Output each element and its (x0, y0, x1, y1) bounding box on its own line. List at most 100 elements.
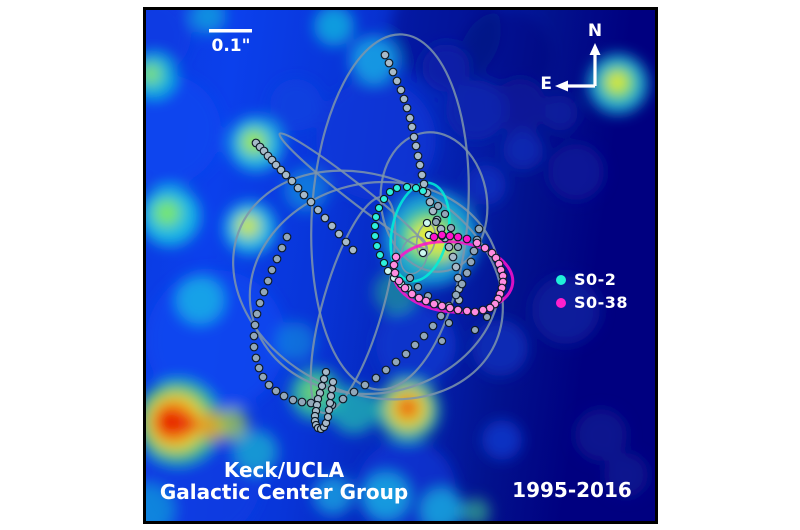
compass-east-label: E (540, 74, 552, 94)
data-point (482, 312, 492, 322)
legend: S0-2 S0-38 (556, 272, 628, 311)
data-point (402, 182, 412, 192)
S0-38-points (429, 230, 472, 244)
data-point (381, 365, 391, 375)
data-point (429, 299, 439, 309)
data-point (474, 224, 484, 234)
data-point (407, 122, 417, 132)
data-point (440, 209, 450, 219)
data-point (410, 340, 420, 350)
data-point (480, 243, 490, 253)
data-point (409, 132, 419, 142)
data-point (453, 273, 463, 283)
data-point (323, 412, 333, 422)
data-point (299, 190, 309, 200)
scale-bar-label: 0.1" (211, 36, 251, 56)
s0-2-legend-dot-icon (556, 275, 566, 285)
heat-blob (461, 10, 551, 100)
heat-blob (494, 79, 546, 131)
data-point (402, 103, 412, 113)
data-point (325, 398, 335, 408)
data-point (436, 311, 446, 321)
data-point (293, 183, 303, 193)
data-point (431, 217, 441, 227)
data-point (413, 151, 423, 161)
data-point (437, 336, 447, 346)
heat-blob (503, 130, 543, 170)
data-point (392, 183, 402, 193)
heat-blob (548, 144, 604, 200)
data-point (334, 229, 344, 239)
data-point (287, 176, 297, 186)
data-point (462, 234, 472, 244)
data-point (419, 179, 429, 189)
data-point (451, 262, 461, 272)
data-point (391, 252, 401, 262)
data-point (370, 231, 380, 241)
compass-north-arrowhead (589, 43, 601, 55)
data-point (249, 342, 259, 352)
data-point (390, 268, 400, 278)
galactic-center-figure: 0.1" N E S0-2 S0-38 Keck/UCLA Galactic C… (143, 7, 658, 524)
data-point (462, 268, 472, 278)
data-point (478, 305, 488, 315)
data-point (445, 303, 455, 313)
gray-orbit-thin (278, 132, 428, 250)
data-point (282, 232, 292, 242)
data-point (448, 252, 458, 262)
heat-blob (400, 401, 412, 413)
data-point (370, 221, 380, 231)
legend-item-s0-2: S0-2 (556, 272, 628, 288)
gray-points-west-arc (249, 232, 316, 408)
data-point (407, 289, 417, 299)
data-point (419, 331, 429, 341)
data-point (371, 373, 381, 383)
heat-blob (236, 214, 260, 238)
data-point (263, 276, 273, 286)
data-point (379, 258, 389, 268)
data-point (444, 242, 454, 252)
data-point (320, 213, 330, 223)
heat-blob (532, 276, 600, 344)
data-point (375, 250, 385, 260)
heat-blob (146, 75, 221, 185)
data-point (251, 353, 261, 363)
data-point (401, 349, 411, 359)
data-point (259, 287, 269, 297)
data-point (422, 218, 432, 228)
data-point (399, 94, 409, 104)
data-point (279, 391, 289, 401)
data-point (411, 183, 421, 193)
heat-blob (362, 472, 410, 520)
data-point (445, 231, 455, 241)
data-point (255, 298, 265, 308)
data-point (400, 283, 410, 293)
data-point (388, 67, 398, 77)
data-point (394, 276, 404, 286)
data-point (250, 320, 260, 330)
data-point (328, 377, 338, 387)
compass-north-label: N (587, 21, 603, 41)
data-point (271, 160, 281, 170)
data-point (348, 245, 358, 255)
data-point (258, 372, 268, 382)
data-point (485, 303, 495, 313)
heat-blob (446, 80, 506, 140)
data-points (249, 50, 508, 434)
data-point (428, 321, 438, 331)
data-point (276, 165, 286, 175)
data-point (425, 197, 435, 207)
data-point (405, 113, 415, 123)
data-point (418, 248, 428, 258)
data-point (319, 374, 329, 384)
data-point (277, 243, 287, 253)
data-point (457, 279, 467, 289)
data-point (297, 397, 307, 407)
data-point (379, 194, 389, 204)
data-point (462, 306, 472, 316)
data-point (372, 241, 382, 251)
data-point (371, 212, 381, 222)
data-point (326, 391, 336, 401)
data-point (306, 197, 316, 207)
